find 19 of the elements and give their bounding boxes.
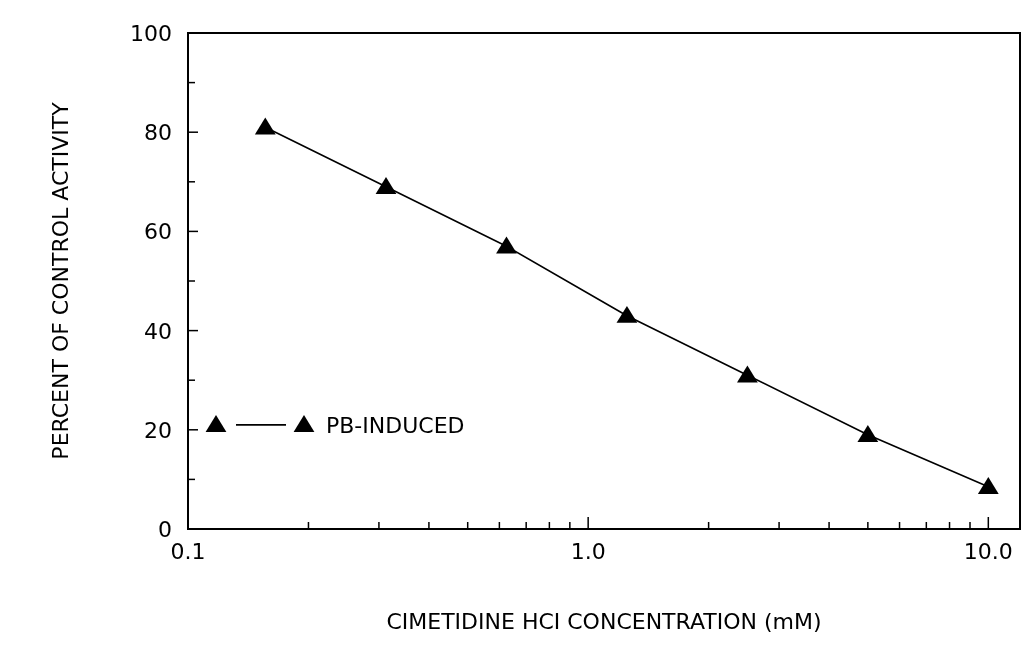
legend-label: PB-INDUCED xyxy=(326,412,465,438)
x-tick-label: 0.1 xyxy=(170,539,206,564)
point xyxy=(616,305,638,323)
y-tick-label: 40 xyxy=(144,318,172,344)
point xyxy=(375,177,397,194)
point xyxy=(857,425,879,442)
point xyxy=(254,117,276,135)
y-tick-label: 100 xyxy=(130,21,172,46)
point xyxy=(496,236,517,254)
y-tick-label: 0 xyxy=(158,517,172,542)
x-axis-title: CIMETIDINE HCI CONCENTRATION (mM) xyxy=(386,609,822,634)
x-tick-label: 10.0 xyxy=(963,539,1013,564)
y-tick-label: 60 xyxy=(144,219,172,245)
point xyxy=(977,477,999,494)
y-tick-label: 80 xyxy=(144,120,172,146)
point xyxy=(737,365,758,383)
y-tick-label: 20 xyxy=(144,417,172,443)
x-tick-label: 1.0 xyxy=(570,539,606,564)
y-axis-title: PERCENT OF CONTROL ACTIVITY xyxy=(48,101,73,460)
